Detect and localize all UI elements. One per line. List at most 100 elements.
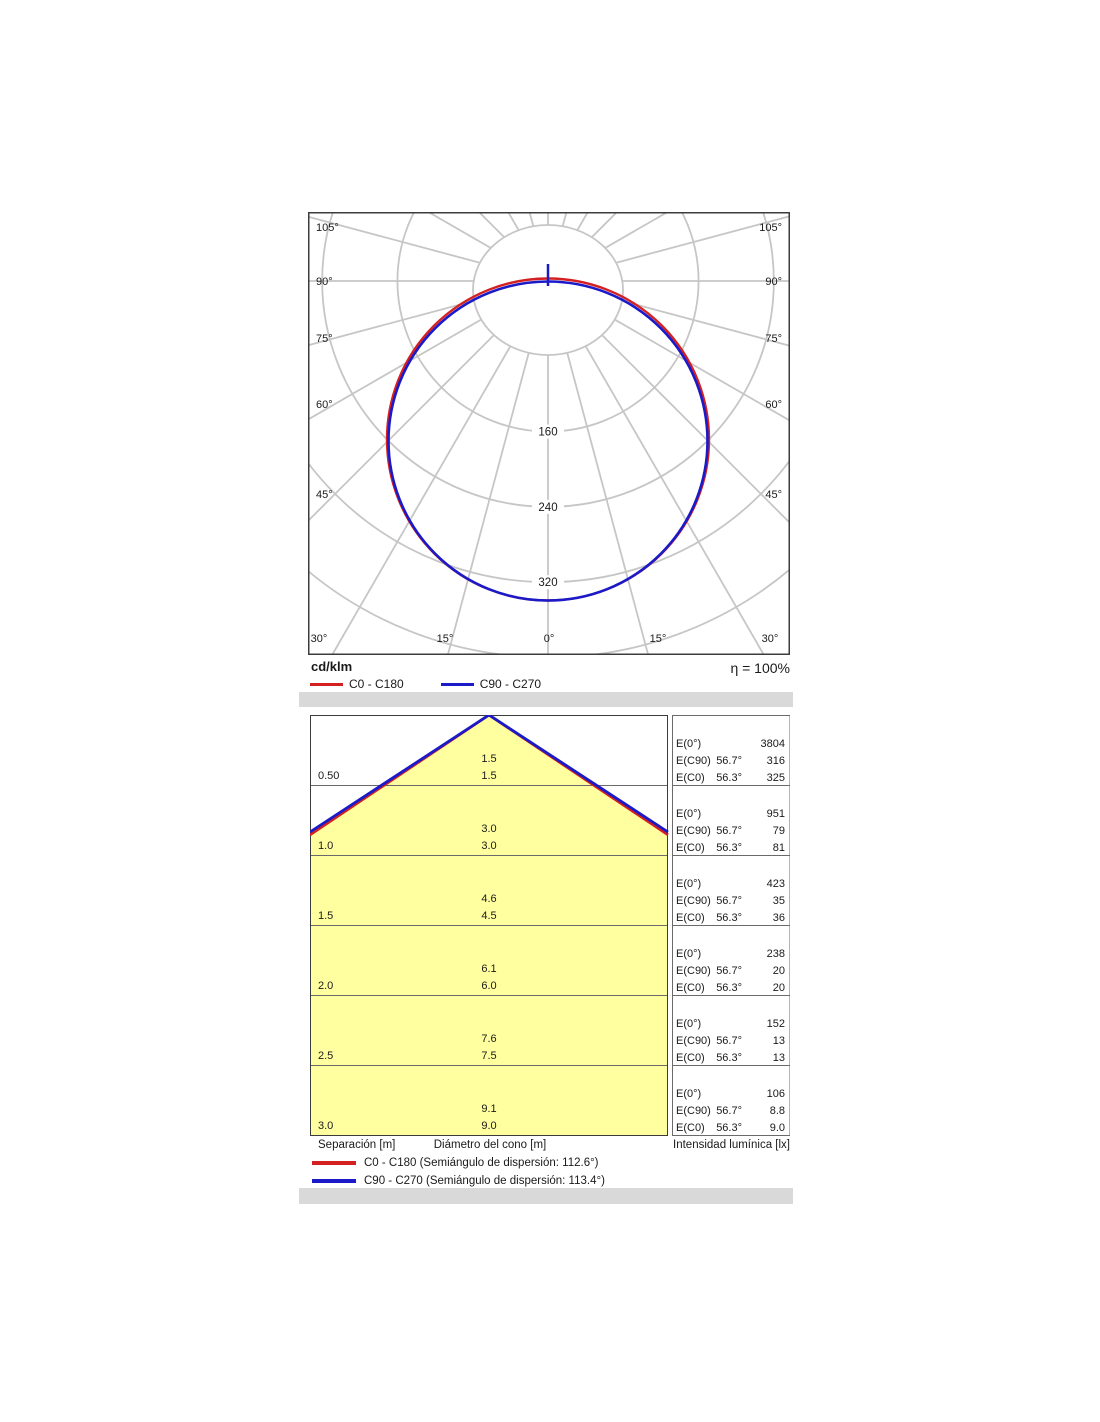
polar-ring-value-label: 160 bbox=[538, 427, 557, 439]
ec90-angle: 56.7° bbox=[716, 825, 742, 837]
ec0-angle: 56.3° bbox=[716, 982, 742, 994]
polar-angle-label-left: 45° bbox=[316, 489, 333, 501]
cone-diameter-c90-value: 4.6 bbox=[481, 893, 496, 905]
ec90-value: 79 bbox=[773, 825, 785, 837]
polar-angle-label-bottom: 15° bbox=[437, 633, 454, 645]
polar-angle-label-left: 75° bbox=[316, 333, 333, 345]
ec90-label: E(C90) bbox=[676, 965, 711, 977]
cone-legend-line-c0-icon bbox=[312, 1161, 356, 1165]
cone-illuminance-cell bbox=[672, 1065, 790, 1136]
e0-label: E(0°) bbox=[676, 1088, 701, 1100]
cone-line-c0-c180 bbox=[310, 715, 669, 836]
polar-ring-value-label: 240 bbox=[538, 502, 557, 514]
cone-diameter-c0-value: 7.5 bbox=[481, 1050, 496, 1062]
ec0-value: 13 bbox=[773, 1052, 785, 1064]
polar-efficiency-label: η = 100% bbox=[730, 660, 790, 676]
separator-band-bottom bbox=[299, 1188, 793, 1204]
ec90-angle: 56.7° bbox=[716, 1035, 742, 1047]
separator-band-top bbox=[299, 692, 793, 707]
cone-separation-value: 1.0 bbox=[318, 840, 333, 852]
ec0-label: E(C0) bbox=[676, 912, 705, 924]
polar-legend-label-c90-c270: C90 - C270 bbox=[479, 677, 542, 691]
ring-label-bg bbox=[532, 499, 564, 514]
cone-legend-label-c90: C90 - C270 (Semiángulo de dispersión: 11… bbox=[364, 1175, 605, 1187]
cone-diameter-c0-value: 4.5 bbox=[481, 910, 496, 922]
e0-value: 106 bbox=[767, 1088, 785, 1100]
cone-diameter-c0-value: 1.5 bbox=[481, 770, 496, 782]
polar-angle-label-left: 60° bbox=[316, 399, 333, 411]
cone-legend-c0: C0 - C180 (Semiángulo de dispersión: 112… bbox=[312, 1157, 599, 1169]
ec0-label: E(C0) bbox=[676, 982, 705, 994]
ec0-value: 9.0 bbox=[770, 1122, 785, 1134]
polar-grid-inner-ring bbox=[472, 224, 624, 356]
e0-value: 238 bbox=[767, 948, 785, 960]
ec90-label: E(C90) bbox=[676, 825, 711, 837]
ec0-label: E(C0) bbox=[676, 1122, 705, 1134]
ec90-value: 20 bbox=[773, 965, 785, 977]
polar-ring-value-label: 320 bbox=[538, 577, 557, 589]
polar-angle-label-left: 105° bbox=[316, 222, 339, 234]
ec0-angle: 56.3° bbox=[716, 912, 742, 924]
ec0-label: E(C0) bbox=[676, 842, 705, 854]
cone-footer-separation-label: Separación [m] bbox=[318, 1139, 396, 1151]
cone-separation-value: 3.0 bbox=[318, 1120, 333, 1132]
cone-separation-value: 0.50 bbox=[318, 770, 339, 782]
ec0-angle: 56.3° bbox=[716, 1052, 742, 1064]
cone-diameter-c0-value: 9.0 bbox=[481, 1120, 496, 1132]
cone-diameter-c90-value: 6.1 bbox=[481, 963, 496, 975]
ec0-value: 20 bbox=[773, 982, 785, 994]
cone-diagram: 0.50 1.5 1.5 E(0°) 3804 E(C90) 56.7° 316 E(C0) 56… bbox=[310, 715, 790, 1136]
cone-illuminance-cell bbox=[672, 925, 790, 996]
cone-legend-c90: C90 - C270 (Semiángulo de dispersión: 11… bbox=[312, 1175, 605, 1187]
polar-angle-label-right: 60° bbox=[765, 399, 782, 411]
ring-label-bg bbox=[532, 575, 564, 590]
ec90-label: E(C90) bbox=[676, 895, 711, 907]
e0-value: 3804 bbox=[761, 738, 785, 750]
cone-row-separators bbox=[310, 785, 668, 1066]
cone-diameter-c0-value: 3.0 bbox=[481, 840, 496, 852]
ec0-angle: 56.3° bbox=[716, 772, 742, 784]
e0-label: E(0°) bbox=[676, 1018, 701, 1030]
ec0-value: 81 bbox=[773, 842, 785, 854]
polar-angle-label-left: 90° bbox=[316, 276, 333, 288]
legend-line-c90-c270-icon bbox=[440, 682, 474, 686]
polar-intensity-diagram: 160 240 320 105° 105° 90° 90° 75° 75° 60° 60° 45° 45… bbox=[308, 212, 790, 655]
ec0-label: E(C0) bbox=[676, 772, 705, 784]
ec90-label: E(C90) bbox=[676, 1035, 711, 1047]
polar-angle-label-bottom: 30° bbox=[311, 633, 328, 645]
ec90-value: 13 bbox=[773, 1035, 785, 1047]
ring-label-bg bbox=[532, 424, 564, 439]
ec90-angle: 56.7° bbox=[716, 895, 742, 907]
ec90-value: 316 bbox=[767, 755, 785, 767]
ec0-angle: 56.3° bbox=[716, 842, 742, 854]
cone-separation-value: 2.5 bbox=[318, 1050, 333, 1062]
polar-angle-label-right: 105° bbox=[759, 222, 782, 234]
e0-value: 423 bbox=[767, 878, 785, 890]
e0-value: 951 bbox=[767, 808, 785, 820]
cone-legend-line-c90-icon bbox=[312, 1179, 356, 1183]
legend-line-c0-c180-icon bbox=[310, 682, 343, 686]
cone-footer-diameter-label: Diámetro del cono [m] bbox=[433, 1139, 547, 1151]
cone-separation-value: 2.0 bbox=[318, 980, 333, 992]
cone-footer-intensity-label: Intensidad lumínica [lx] bbox=[673, 1139, 790, 1151]
ec0-label: E(C0) bbox=[676, 1052, 705, 1064]
cone-diameter-c0-value: 6.0 bbox=[481, 980, 496, 992]
e0-label: E(0°) bbox=[676, 948, 701, 960]
polar-angle-label-bottom: 0° bbox=[544, 633, 555, 645]
cone-separation-value: 1.5 bbox=[318, 910, 333, 922]
cone-diameter-c90-value: 1.5 bbox=[481, 753, 496, 765]
ec90-value: 35 bbox=[773, 895, 785, 907]
polar-angle-label-right: 90° bbox=[765, 276, 782, 288]
polar-legend: C0 - C180 C90 - C270 bbox=[310, 677, 541, 691]
cone-illuminance-cell bbox=[672, 785, 790, 856]
polar-legend-label-c0-c180: C0 - C180 bbox=[349, 677, 404, 691]
ec0-value: 36 bbox=[773, 912, 785, 924]
polar-angle-label-bottom: 30° bbox=[762, 633, 779, 645]
ec90-angle: 56.7° bbox=[716, 1105, 742, 1117]
ec0-value: 325 bbox=[767, 772, 785, 784]
e0-label: E(0°) bbox=[676, 878, 701, 890]
cone-legend-label-c0: C0 - C180 (Semiángulo de dispersión: 112… bbox=[364, 1157, 599, 1169]
ec90-angle: 56.7° bbox=[716, 755, 742, 767]
ec90-value: 8.8 bbox=[770, 1105, 785, 1117]
